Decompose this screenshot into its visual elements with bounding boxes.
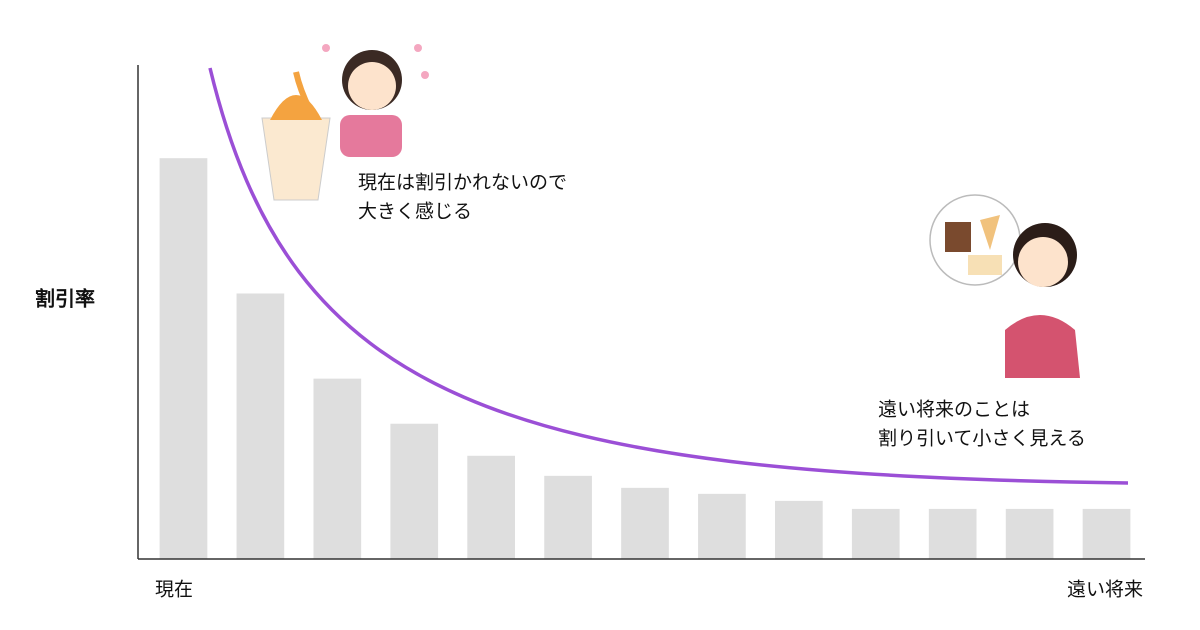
annotation-line: 割り引いて小さく見える [878,428,1086,450]
happy-girl-illustration [261,44,429,201]
x-tick-label: 現在 [155,579,193,601]
y-axis-label: 割引率 [35,287,95,311]
bar [775,500,823,559]
bar [621,487,669,559]
bar [851,508,900,559]
bar [313,378,362,559]
discount-curve [208,67,1129,485]
bar [1082,508,1131,559]
annotation-line: 遠い将来のことは [878,399,1030,421]
bars [159,158,1131,559]
bar [467,455,515,559]
bar [698,493,746,559]
bar [159,158,208,559]
bar [1005,508,1054,559]
bar [390,423,439,559]
worried-girl-illustration [929,194,1080,378]
x-tick-label: 遠い将来 [1067,579,1143,601]
annotation-line: 大きく感じる [358,201,472,223]
bar [544,475,592,559]
annotation-line: 現在は割引かれないので [358,172,567,194]
bar [928,508,977,559]
bar [236,293,285,559]
